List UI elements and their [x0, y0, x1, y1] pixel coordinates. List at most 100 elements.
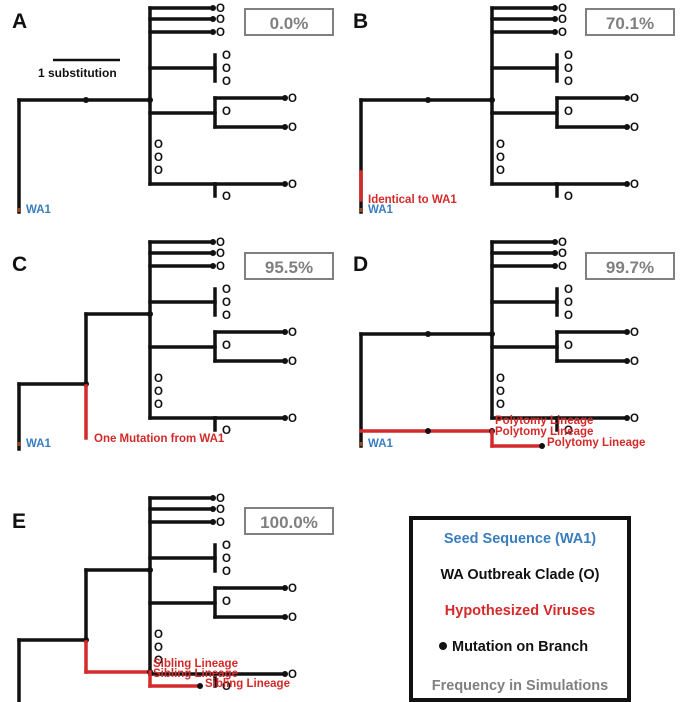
outbreak-tip: O	[222, 566, 231, 578]
hypothesized-label: One Mutation from WA1	[94, 433, 225, 445]
seed-dot	[359, 208, 363, 212]
outbreak-tip: O	[288, 612, 297, 624]
outbreak-tip: O	[154, 139, 163, 151]
outbreak-tip: O	[288, 327, 297, 339]
outbreak-tip: O	[630, 356, 639, 368]
frequency-box	[585, 8, 675, 36]
outbreak-tip: O	[564, 63, 573, 75]
outbreak-tip: O	[564, 191, 573, 203]
mutation-dot	[552, 5, 558, 11]
mutation-dot	[282, 614, 288, 620]
seed-label: WA1	[368, 204, 394, 216]
outbreak-tip: O	[558, 237, 567, 249]
legend-frequency: Frequency in Simulations	[432, 678, 608, 694]
outbreak-tip: O	[558, 14, 567, 26]
outbreak-tip: O	[496, 152, 505, 164]
outbreak-tip: O	[216, 493, 225, 505]
outbreak-tip: O	[288, 413, 297, 425]
outbreak-tip: O	[630, 179, 639, 191]
mutation-dot	[210, 263, 216, 269]
mutation-dot	[624, 124, 630, 130]
panel-label: A	[12, 10, 27, 33]
scale-bar-label: 1 substitution	[38, 66, 117, 80]
outbreak-tip: O	[216, 237, 225, 249]
seed-label: WA1	[26, 204, 52, 216]
outbreak-tip: O	[630, 122, 639, 134]
mutation-dot	[282, 124, 288, 130]
mutation-dot	[552, 263, 558, 269]
outbreak-tip: O	[496, 386, 505, 398]
mutation-dot	[197, 683, 203, 689]
outbreak-tip: O	[154, 642, 163, 654]
outbreak-tip: O	[222, 297, 231, 309]
outbreak-tip: O	[496, 399, 505, 411]
outbreak-tip: O	[558, 261, 567, 273]
outbreak-tip: O	[222, 191, 231, 203]
mutation-dot	[210, 519, 216, 525]
outbreak-tip: O	[288, 122, 297, 134]
mutation-dot	[425, 331, 431, 337]
outbreak-tip: O	[222, 106, 231, 118]
legend-outbreak: WA Outbreak Clade (O)	[441, 567, 600, 583]
mutation-dot	[210, 495, 216, 501]
mutation-dot	[210, 16, 216, 22]
outbreak-tip: O	[288, 179, 297, 191]
outbreak-tip: O	[564, 106, 573, 118]
outbreak-tip: O	[222, 284, 231, 296]
outbreak-tip: O	[216, 504, 225, 516]
outbreak-tip: O	[630, 327, 639, 339]
outbreak-tip: O	[216, 261, 225, 273]
seed-dot	[17, 442, 21, 446]
outbreak-tip: O	[564, 340, 573, 352]
mutation-dot	[624, 329, 630, 335]
frequency-value: 0.0%	[270, 14, 309, 33]
outbreak-tip: O	[222, 540, 231, 552]
outbreak-tip: O	[154, 655, 163, 667]
mutation-dot	[282, 585, 288, 591]
mutation-dot	[624, 358, 630, 364]
outbreak-tip: O	[154, 399, 163, 411]
legend-seed: Seed Sequence (WA1)	[444, 531, 596, 547]
legend-hypothesized: Hypothesized Viruses	[445, 603, 595, 619]
outbreak-tip: O	[222, 340, 231, 352]
outbreak-tip: O	[154, 629, 163, 641]
outbreak-tip: O	[558, 27, 567, 39]
outbreak-tip: O	[154, 152, 163, 164]
panel-label: B	[353, 10, 368, 33]
mutation-dot	[539, 443, 545, 449]
outbreak-tip: O	[630, 413, 639, 425]
hypothesized-label: Sibling Lineage	[205, 678, 290, 690]
outbreak-tip: O	[154, 373, 163, 385]
legend-frame	[409, 516, 631, 702]
mutation-dot	[282, 358, 288, 364]
outbreak-tip: O	[216, 27, 225, 39]
mutation-dot	[425, 97, 431, 103]
outbreak-tip: O	[564, 50, 573, 62]
panel-label: D	[353, 253, 368, 276]
outbreak-tip: O	[496, 373, 505, 385]
mutation-dot	[552, 250, 558, 256]
hypothesized-label: Sibling Lineage	[153, 658, 238, 670]
panel-label: C	[12, 253, 27, 276]
outbreak-tip: O	[288, 93, 297, 105]
outbreak-tip: O	[288, 356, 297, 368]
outbreak-tip: O	[630, 93, 639, 105]
outbreak-tip: O	[222, 681, 231, 693]
outbreak-tip: O	[496, 165, 505, 177]
outbreak-tip: O	[216, 248, 225, 260]
outbreak-tip: O	[216, 14, 225, 26]
outbreak-tip: O	[558, 248, 567, 260]
mutation-dot	[83, 97, 89, 103]
outbreak-tip: O	[222, 63, 231, 75]
outbreak-tip: O	[216, 517, 225, 529]
outbreak-tip: O	[154, 165, 163, 177]
frequency-box	[244, 507, 334, 535]
mutation-dot	[210, 250, 216, 256]
mutation-dot	[210, 239, 216, 245]
frequency-value: 95.5%	[265, 258, 313, 277]
